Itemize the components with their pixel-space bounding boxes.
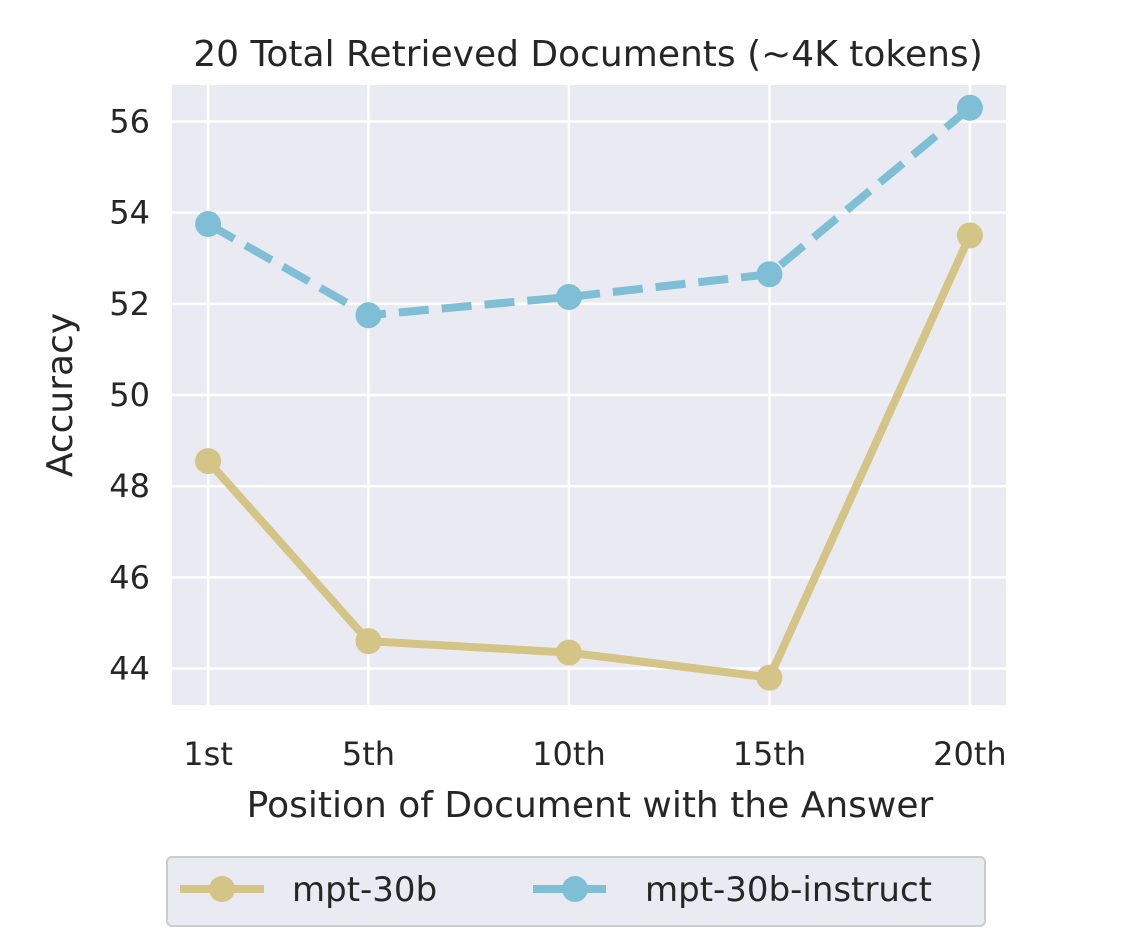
legend-label: mpt-30b — [292, 870, 437, 910]
data-point — [555, 283, 582, 310]
y-tick-label: 46 — [109, 558, 150, 596]
y-tick-label: 56 — [109, 102, 150, 140]
data-point — [956, 222, 983, 249]
data-point — [555, 639, 582, 666]
data-point — [355, 302, 382, 329]
data-point — [756, 261, 783, 288]
data-point — [195, 448, 222, 475]
data-point — [355, 628, 382, 655]
y-tick-label: 50 — [109, 376, 150, 414]
y-axis-ticks: 44 46 48 50 52 54 56 — [109, 102, 150, 687]
series-mpt-30b-instruct — [195, 94, 983, 329]
data-point — [756, 664, 783, 691]
grid-lines — [172, 85, 1006, 705]
legend-item: mpt-30b — [180, 870, 437, 910]
x-tick-label: 15th — [733, 735, 807, 773]
y-tick-label: 48 — [109, 467, 150, 505]
x-tick-label: 5th — [342, 735, 395, 773]
x-tick-label: 1st — [183, 735, 233, 773]
legend-item: mpt-30b-instruct — [533, 870, 932, 910]
x-axis-ticks: 1st 5th 10th 15th 20th — [183, 735, 1006, 773]
data-point — [195, 211, 222, 238]
series-layer — [195, 94, 983, 691]
legend-marker — [562, 876, 588, 902]
data-point — [956, 94, 983, 121]
y-tick-label: 54 — [109, 194, 150, 232]
y-tick-label: 52 — [109, 285, 150, 323]
x-axis-title: Position of Document with the Answer — [247, 785, 934, 826]
series-line — [206, 104, 973, 320]
legend: mpt-30b mpt-30b-instruct — [166, 856, 986, 927]
x-tick-label: 20th — [933, 735, 1007, 773]
y-tick-label: 44 — [109, 650, 150, 688]
series-mpt-30b — [195, 222, 983, 691]
legend-label: mpt-30b-instruct — [645, 870, 932, 910]
legend-marker — [209, 876, 235, 902]
y-axis-title: Accuracy — [40, 313, 81, 477]
x-tick-label: 10th — [532, 735, 606, 773]
chart-title: 20 Total Retrieved Documents (~4K tokens… — [193, 34, 982, 75]
